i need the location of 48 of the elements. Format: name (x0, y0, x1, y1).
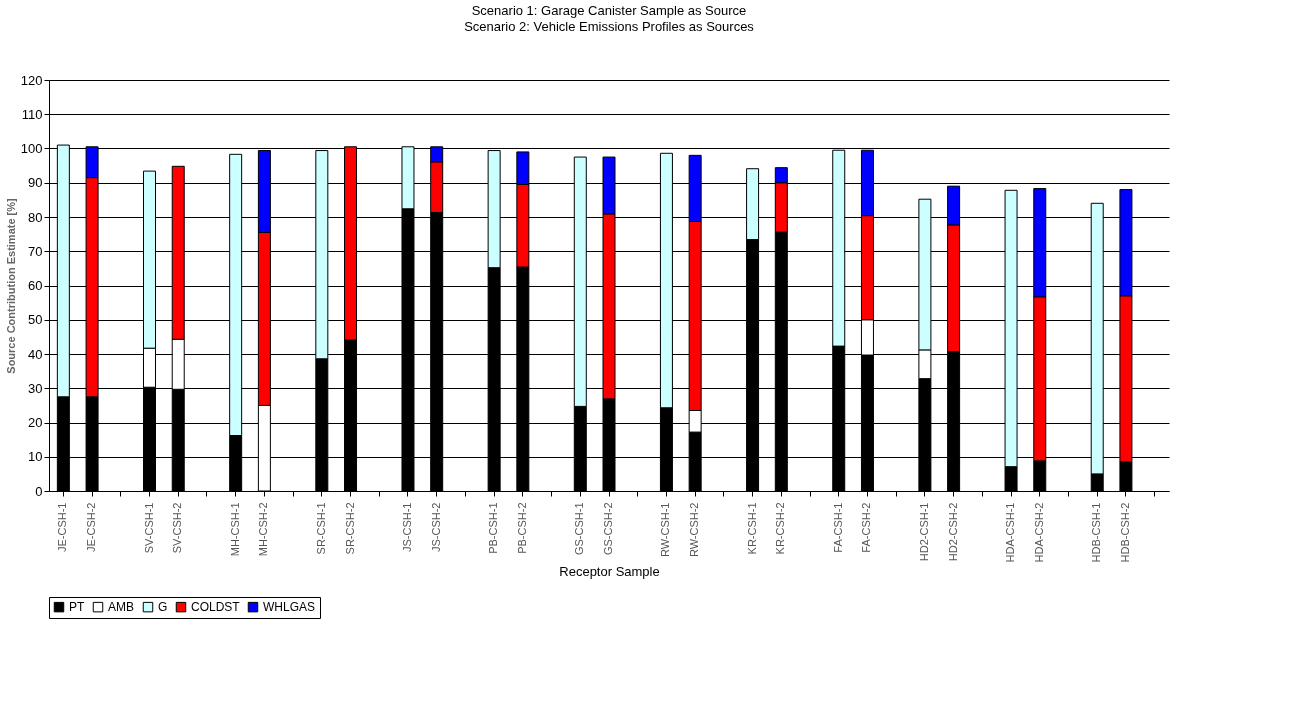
x-tick-label: PB-CSH-2 (515, 502, 528, 554)
chart-subtitle: Scenario 2: Vehicle Emissions Profiles as Sources (464, 19, 755, 34)
y-tick-label: 110 (21, 106, 43, 122)
x-tick-label: HDA-CSH-2 (1032, 502, 1045, 563)
y-tick-label: 10 (28, 449, 43, 465)
x-tick-label: SR-CSH-2 (343, 502, 356, 555)
y-tick-label: 90 (28, 175, 43, 191)
y-tick-label: 120 (20, 72, 43, 88)
x-tick-label: SV-CSH-1 (142, 502, 155, 554)
x-tick-label: SV-CSH-2 (171, 502, 184, 554)
legend-label: AMB (108, 600, 135, 615)
x-tick-label: FA-CSH-1 (831, 502, 844, 553)
y-tick-label: 70 (28, 243, 43, 259)
y-axis-title: Source Contribution Estimate [%] (4, 197, 17, 374)
legend-label: COLDST (191, 600, 241, 615)
x-tick-label: HD2-CSH-1 (917, 502, 930, 562)
x-tick-label: RW-CSH-2 (688, 502, 701, 558)
y-tick-label: 30 (28, 380, 43, 396)
x-tick-label: GS-CSH-2 (602, 502, 614, 556)
x-tick-label: HDA-CSH-1 (1004, 502, 1017, 563)
x-tick-label: JS-CSH-2 (429, 502, 442, 553)
x-tick-label: MH-CSH-1 (228, 502, 241, 557)
x-tick-label: KR-CSH-1 (745, 502, 758, 555)
y-tick-label: 60 (28, 278, 43, 293)
y-tick-label: 0 (35, 483, 43, 499)
x-tick-label: FA-CSH-2 (860, 502, 873, 553)
x-tick-label: MH-CSH-2 (257, 502, 270, 557)
x-tick-label: PB-CSH-1 (487, 502, 500, 554)
y-tick-label: 100 (20, 141, 43, 156)
legend-label: G (158, 600, 168, 615)
x-tick-label: HD2-CSH-2 (946, 502, 959, 562)
x-tick-label: JE-CSH-1 (56, 502, 69, 553)
x-tick-label: JS-CSH-1 (400, 502, 413, 553)
y-tick-label: 20 (28, 415, 43, 430)
legend-label: PT (69, 600, 85, 615)
x-axis-title: Receptor Sample (559, 564, 660, 580)
x-tick-label: KR-CSH-2 (774, 502, 787, 555)
chart-title: Scenario 1: Garage Canister Sample as Source (471, 3, 747, 18)
x-tick-label: GS-CSH-1 (573, 502, 586, 556)
y-tick-label: 80 (28, 209, 43, 225)
legend-label: WHLGAS (263, 600, 316, 615)
x-tick-label: JE-CSH-2 (85, 502, 98, 553)
x-tick-label: HDB-CSH-2 (1118, 502, 1131, 563)
y-tick-label: 50 (28, 312, 43, 328)
x-tick-label: SR-CSH-1 (314, 502, 327, 555)
x-tick-label: RW-CSH-1 (659, 502, 672, 558)
x-tick-label: HDB-CSH-1 (1090, 502, 1103, 563)
y-tick-label: 40 (28, 346, 43, 362)
